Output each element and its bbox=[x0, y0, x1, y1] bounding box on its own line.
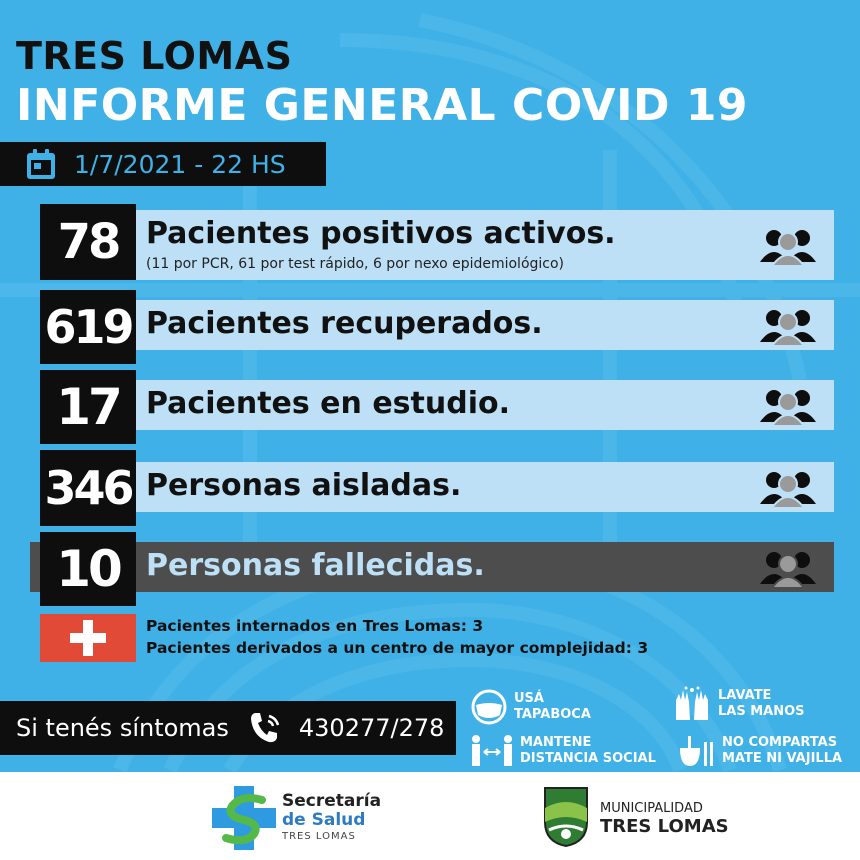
contact-bar: Si tenés síntomas 430277/278 bbox=[0, 701, 456, 755]
mask-icon bbox=[471, 689, 507, 725]
hands-icon bbox=[676, 686, 708, 720]
stat-row-recuperados: 619 Pacientes recuperados. bbox=[40, 290, 834, 364]
phone-icon bbox=[250, 713, 280, 743]
mate-icon bbox=[680, 736, 713, 766]
tip-handwash-line1: LAVATE bbox=[718, 688, 772, 703]
stat-label: Pacientes positivos activos. bbox=[146, 216, 616, 251]
people-icon bbox=[760, 230, 816, 266]
distance-icon bbox=[472, 735, 512, 766]
municipal-shield-icon bbox=[544, 787, 588, 848]
footer bbox=[0, 772, 860, 860]
stat-detail: (11 por PCR, 61 por test rápido, 6 por n… bbox=[146, 256, 565, 272]
tip-mate-line2: MATE NI VAJILLA bbox=[722, 751, 843, 766]
stat-value: 17 bbox=[40, 370, 136, 444]
stat-value: 10 bbox=[40, 532, 136, 606]
tip-mask-line2: TAPABOCA bbox=[514, 707, 591, 722]
stat-label: Pacientes recuperados. bbox=[146, 306, 543, 341]
tip-handwash: LAVATE LAS MANOS bbox=[672, 686, 805, 722]
stat-value: 346 bbox=[40, 450, 136, 526]
salud-logo-line1: Secretaría bbox=[282, 791, 382, 811]
town-title: TRES LOMAS bbox=[16, 34, 293, 78]
stat-bar bbox=[120, 380, 834, 430]
stat-label: Personas aisladas. bbox=[146, 468, 462, 503]
date-bar: 1/7/2021 - 22 HS bbox=[0, 142, 326, 186]
tip-distance-line1: MANTENE bbox=[520, 735, 592, 750]
tip-distance-line2: DISTANCIA SOCIAL bbox=[520, 751, 656, 766]
tip-mask: USÁ TAPABOCA bbox=[470, 688, 591, 726]
salud-logo-line3: TRES LOMAS bbox=[282, 831, 356, 842]
municipal-logo-line1: MUNICIPALIDAD bbox=[600, 801, 703, 816]
municipal-logo-line2: TRES LOMAS bbox=[600, 816, 729, 837]
stat-bar bbox=[120, 300, 834, 350]
stat-value: 619 bbox=[40, 290, 136, 364]
cross-icon bbox=[70, 620, 106, 656]
stat-row-fallecidos: 10 Personas fallecidas. bbox=[30, 532, 834, 606]
stat-bar bbox=[30, 542, 834, 592]
stat-row-aislados: 346 Personas aisladas. bbox=[40, 450, 834, 526]
people-icon bbox=[760, 552, 816, 588]
people-icon bbox=[760, 310, 816, 346]
derived-text: Pacientes derivados a un centro de mayor… bbox=[146, 639, 649, 657]
symptoms-prompt: Si tenés síntomas bbox=[16, 714, 229, 742]
stat-row-positivos: 78 Pacientes positivos activos. (11 por … bbox=[40, 204, 834, 280]
stat-label: Pacientes en estudio. bbox=[146, 386, 510, 421]
stat-label: Personas fallecidas. bbox=[146, 548, 485, 583]
salud-logo-icon bbox=[212, 786, 276, 850]
tip-handwash-line2: LAS MANOS bbox=[718, 704, 805, 719]
report-title: INFORME GENERAL COVID 19 bbox=[16, 80, 749, 131]
tip-distance: MANTENE DISTANCIA SOCIAL bbox=[470, 734, 656, 768]
stat-value: 78 bbox=[40, 204, 136, 280]
people-icon bbox=[760, 472, 816, 508]
tip-mate: NO COMPARTAS MATE NI VAJILLA bbox=[676, 734, 842, 768]
stat-row-estudio: 17 Pacientes en estudio. bbox=[40, 370, 834, 444]
phone-number: 430277/278 bbox=[298, 714, 445, 742]
stat-bar bbox=[120, 210, 834, 280]
report-date: 1/7/2021 - 22 HS bbox=[74, 149, 286, 179]
hospital-cross-box bbox=[40, 614, 136, 662]
hospitalized-text: Pacientes internados en Tres Lomas: 3 bbox=[146, 617, 484, 635]
tip-mate-line1: NO COMPARTAS bbox=[722, 735, 838, 750]
people-icon bbox=[760, 390, 816, 426]
tip-mask-line1: USÁ bbox=[514, 691, 544, 706]
calendar-icon bbox=[27, 149, 55, 179]
stat-bar bbox=[120, 462, 834, 512]
salud-logo-line2: de Salud bbox=[282, 810, 366, 830]
